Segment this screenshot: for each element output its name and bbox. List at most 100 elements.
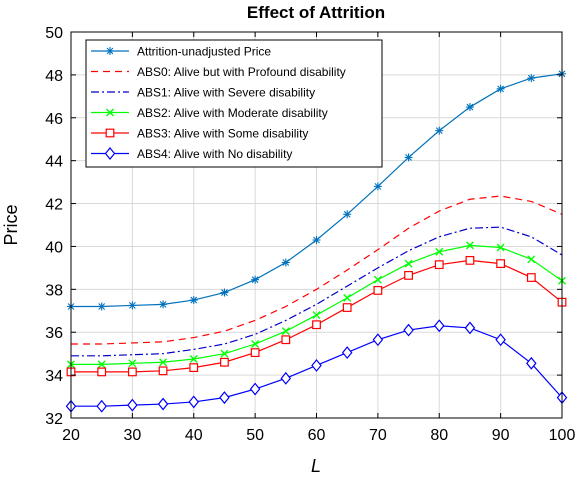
data-point xyxy=(404,153,413,162)
series-4 xyxy=(66,255,567,377)
y-tick-label: 40 xyxy=(45,239,63,256)
data-point xyxy=(281,335,291,345)
x-tick-label: 70 xyxy=(369,427,387,444)
data-point xyxy=(341,346,353,360)
data-point xyxy=(433,319,445,333)
data-point xyxy=(373,286,383,295)
data-point xyxy=(434,260,444,270)
legend-marker xyxy=(104,147,116,160)
legend-item: ABS1: Alive with Severe disability xyxy=(91,86,315,100)
legend-marker xyxy=(105,128,115,138)
data-point xyxy=(220,357,229,367)
data-point xyxy=(97,302,106,311)
x-tick-label: 50 xyxy=(246,427,264,444)
legend-marker xyxy=(106,47,114,55)
data-point xyxy=(312,311,321,320)
data-point xyxy=(128,301,137,310)
x-tick-label: 80 xyxy=(430,427,448,444)
data-point xyxy=(311,359,322,372)
data-point xyxy=(403,323,414,337)
data-point xyxy=(249,382,261,396)
series-line xyxy=(71,226,563,357)
data-point xyxy=(465,241,474,250)
data-point xyxy=(312,236,321,245)
data-point xyxy=(526,356,537,370)
data-point xyxy=(189,355,198,364)
data-point xyxy=(188,395,200,409)
series-line xyxy=(71,195,563,345)
data-point xyxy=(157,397,169,411)
legend-item: ABS0: Alive but with Profound disability xyxy=(91,65,346,79)
legend-box xyxy=(85,39,383,168)
y-tick-label: 42 xyxy=(45,197,63,214)
legend-label: Attrition-unadjusted Price xyxy=(137,45,271,59)
data-point xyxy=(127,367,137,377)
data-point xyxy=(158,366,168,376)
series-0 xyxy=(67,69,566,311)
data-point xyxy=(281,258,290,267)
y-tick-label: 38 xyxy=(45,282,63,299)
data-point xyxy=(96,399,107,413)
data-point xyxy=(527,255,536,264)
legend-marker xyxy=(106,108,114,117)
legend-label: ABS2: Alive with Moderate disability xyxy=(137,106,328,120)
data-point xyxy=(97,367,107,377)
data-point xyxy=(373,275,382,284)
legend-label: ABS4: Alive with No disability xyxy=(137,147,292,161)
data-point xyxy=(97,360,106,369)
data-point xyxy=(159,358,168,367)
y-tick-label: 44 xyxy=(45,154,63,171)
data-point xyxy=(465,255,475,265)
legend-label: ABS0: Alive but with Profound disability xyxy=(137,65,346,79)
legend-item: Attrition-unadjusted Price xyxy=(91,45,271,59)
data-point xyxy=(343,210,352,219)
legend-item: ABS4: Alive with No disability xyxy=(91,147,292,161)
x-tick-label: 20 xyxy=(62,427,80,444)
x-tick-label: 30 xyxy=(123,427,141,444)
data-point xyxy=(220,288,229,297)
data-point xyxy=(372,333,384,347)
data-point xyxy=(526,273,536,282)
data-point xyxy=(464,321,476,335)
data-point xyxy=(404,259,413,268)
x-tick-label: 100 xyxy=(549,427,576,444)
series-1 xyxy=(71,195,563,345)
y-tick-label: 50 xyxy=(45,25,63,42)
data-point xyxy=(281,327,290,336)
legend: Attrition-unadjusted Price ABS0: Alive bu… xyxy=(85,39,383,168)
data-point xyxy=(496,243,505,252)
data-point xyxy=(496,84,505,93)
y-tick-label: 36 xyxy=(45,325,63,342)
tick-layer: 20 30 40 50 60 70 80 90 100 32 34 36 38 40 42 44 46 48 50 xyxy=(45,25,575,444)
legend-label: ABS1: Alive with Severe disability xyxy=(137,86,315,100)
data-point xyxy=(465,103,474,112)
data-point xyxy=(220,349,229,358)
data-point xyxy=(527,74,536,83)
chart-title: Effect of Attrition xyxy=(247,3,385,22)
x-tick-label: 90 xyxy=(492,427,510,444)
data-point xyxy=(435,247,444,256)
data-point xyxy=(342,303,352,312)
data-point xyxy=(496,259,506,268)
legend-item: ABS2: Alive with Moderate disability xyxy=(91,106,328,120)
data-point xyxy=(435,126,444,135)
data-point xyxy=(251,275,260,284)
legend-label: ABS3: Alive with Some disability xyxy=(137,127,308,141)
x-axis-label: L xyxy=(311,456,321,476)
y-axis-label: Price xyxy=(1,204,21,245)
data-point xyxy=(373,182,382,191)
y-tick-label: 34 xyxy=(45,368,63,385)
series-2 xyxy=(71,226,563,357)
x-tick-label: 60 xyxy=(308,427,326,444)
data-point xyxy=(251,340,260,349)
series-3 xyxy=(67,241,566,369)
data-point xyxy=(219,391,230,405)
data-point xyxy=(127,398,138,412)
data-point xyxy=(280,371,292,385)
y-tick-label: 48 xyxy=(45,68,63,85)
y-tick-label: 32 xyxy=(45,411,63,428)
data-point xyxy=(250,348,260,357)
data-point xyxy=(128,359,137,368)
data-point xyxy=(404,270,413,280)
